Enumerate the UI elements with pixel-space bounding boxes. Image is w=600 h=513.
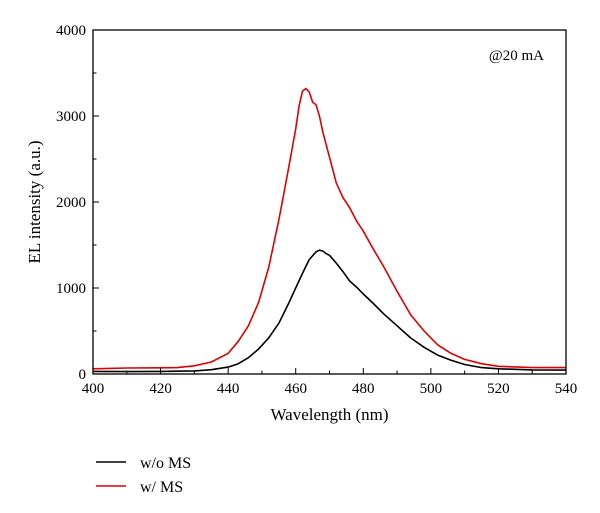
- x-axis-label: Wavelength (nm): [270, 405, 388, 424]
- legend-label: w/ MS: [140, 479, 183, 496]
- legend-label: w/o MS: [140, 455, 191, 472]
- legend: w/o MS w/ MS: [96, 455, 191, 496]
- x-tick-label: 500: [420, 381, 443, 397]
- x-tick-label: 520: [487, 381, 510, 397]
- axis-ticks: 400 420 440 460 480 500 520 540 0 1000 2000 3000 400…: [56, 23, 577, 397]
- series-line-without-ms: [92, 249, 567, 373]
- y-tick-label: 4000: [56, 23, 86, 39]
- x-tick-label: 420: [149, 381, 172, 397]
- annotation-current: @20 mA: [489, 48, 544, 64]
- y-tick-label: 1000: [56, 281, 86, 297]
- y-axis-label: EL intensity (a.u.): [25, 140, 44, 263]
- x-tick-label: 480: [352, 381, 375, 397]
- y-tick-label: 3000: [56, 109, 86, 125]
- plot-frame: [92, 29, 567, 375]
- x-tick-label: 540: [555, 381, 578, 397]
- y-tick-label: 0: [79, 367, 87, 383]
- x-tick-label: 460: [284, 381, 307, 397]
- y-tick-label: 2000: [56, 195, 86, 211]
- x-tick-label: 440: [217, 381, 240, 397]
- x-tick-label: 400: [82, 381, 105, 397]
- series-line-with-ms: [92, 87, 566, 370]
- plot-area: [92, 87, 567, 373]
